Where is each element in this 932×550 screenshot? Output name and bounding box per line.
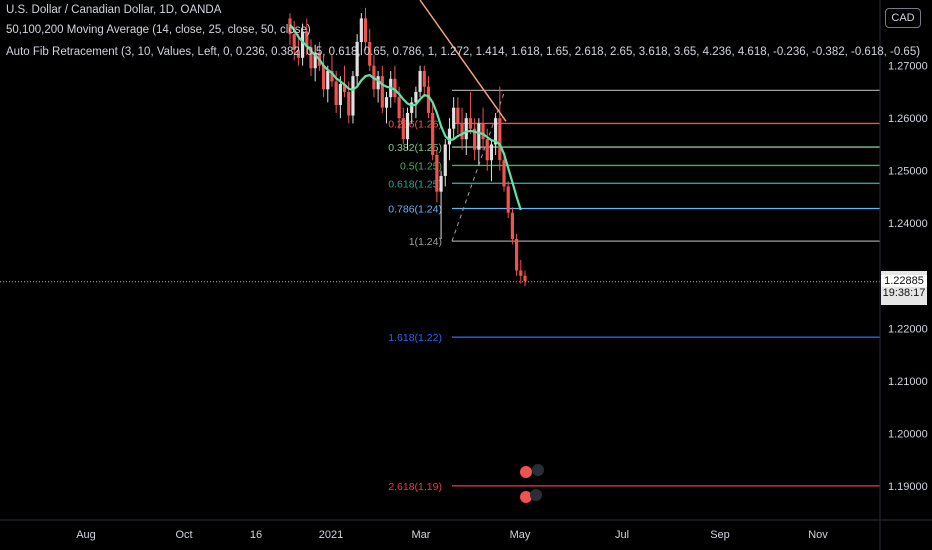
fib-trend-line	[451, 90, 506, 242]
candle-body	[300, 31, 305, 58]
event-marker-icon	[530, 489, 542, 501]
candle-body	[519, 270, 523, 276]
candle-body	[384, 97, 389, 108]
y-tick-label: 1.25000	[888, 166, 928, 178]
y-tick-label: 1.20000	[888, 428, 928, 440]
x-tick-label: Nov	[808, 529, 828, 541]
candle-body	[426, 86, 431, 113]
y-tick-label: 1.27000	[888, 61, 928, 73]
fib-level-label: 1.618(1.22)	[388, 332, 442, 344]
candle-body	[292, 34, 296, 50]
candle-body	[418, 70, 422, 92]
candle-body	[447, 128, 452, 145]
current-price-value: 1.22885	[881, 275, 927, 287]
candle-body	[473, 128, 477, 150]
candle-body	[435, 154, 439, 192]
current-price-label: 1.22885 19:38:17	[881, 271, 927, 305]
candle-body	[330, 70, 334, 82]
candle-body	[468, 118, 473, 129]
candle-body	[393, 78, 397, 98]
event-marker-icon	[520, 491, 532, 503]
candle-body	[342, 84, 347, 92]
y-tick-label: 1.19000	[888, 481, 928, 493]
candle-body	[477, 123, 481, 150]
candle-body	[368, 42, 372, 66]
y-tick-label: 1.22000	[888, 323, 928, 335]
trend-line	[419, 0, 507, 122]
candle-body	[347, 91, 351, 116]
candle-body	[351, 76, 355, 116]
candle-body	[489, 144, 494, 161]
candle-body	[309, 47, 313, 69]
x-tick-label: Mar	[412, 529, 431, 541]
candle-body	[515, 238, 519, 271]
candle-body	[523, 275, 527, 282]
candle-body	[456, 107, 460, 124]
candle-body	[326, 70, 330, 90]
candle-body	[363, 18, 368, 43]
candle-body	[498, 118, 502, 161]
event-marker-icon	[532, 464, 544, 476]
x-tick-label: Sep	[710, 529, 730, 541]
candle-body	[510, 212, 515, 239]
candle-body	[313, 52, 317, 69]
candle-body	[502, 160, 506, 187]
y-tick-label: 1.26000	[888, 113, 928, 125]
fib-level-label: 0.618(1.25)	[388, 178, 442, 190]
candle-body	[410, 102, 414, 113]
fib-level-label: 0.5(1.25)	[400, 160, 442, 172]
x-tick-label: 16	[250, 529, 262, 541]
bar-countdown: 19:38:17	[882, 287, 926, 299]
fib-level-label: 0.786(1.24)	[388, 204, 442, 216]
symbol-legend[interactable]: U.S. Dollar / Canadian Dollar, 1D, OANDA	[6, 4, 222, 16]
fib-level-label: 2.618(1.19)	[388, 481, 442, 493]
candle-body	[460, 123, 464, 140]
candle-body	[334, 81, 338, 106]
x-tick-label: Oct	[175, 529, 192, 541]
x-tick-label: May	[510, 529, 531, 541]
candle-body	[296, 49, 300, 58]
fib-level-label: 1(1.24)	[409, 236, 442, 248]
x-tick-label: Aug	[76, 529, 96, 541]
candle-body	[464, 118, 468, 140]
fib-legend[interactable]: Auto Fib Retracement (3, 10, Values, Lef…	[6, 46, 921, 58]
candle-body	[355, 42, 359, 77]
moving-average-legend[interactable]: 50,100,200 Moving Average (14, close, 25…	[6, 24, 311, 36]
candle-body	[380, 76, 384, 108]
candle-body	[452, 107, 456, 129]
x-tick-label: Jul	[615, 529, 629, 541]
currency-badge[interactable]: CAD	[885, 8, 921, 28]
moving-average-line	[289, 24, 522, 211]
candles	[288, 7, 527, 287]
candle-body	[481, 123, 485, 140]
candle-body	[443, 144, 447, 176]
candle-body	[414, 91, 418, 103]
event-marker-icon	[520, 466, 532, 478]
x-tick-label: 2021	[319, 529, 343, 541]
candle-body	[439, 175, 443, 192]
candle-body	[401, 118, 405, 140]
fib-retracement[interactable]: 0.236(1.26)0.382(1.25)0.5(1.25)0.618(1.2…	[388, 89, 880, 493]
y-tick-label: 1.24000	[888, 218, 928, 230]
candle-body	[376, 76, 380, 90]
candle-body	[359, 18, 363, 43]
candle-body	[405, 112, 410, 140]
overlays	[0, 0, 880, 503]
candle-body	[321, 65, 326, 90]
candle-body	[485, 139, 489, 161]
candle-body	[397, 97, 401, 119]
candle-body	[506, 186, 510, 213]
fib-level-label: 0.382(1.25)	[388, 142, 442, 154]
candle-body	[494, 118, 498, 145]
candle-body	[338, 84, 342, 106]
candle-body	[422, 70, 426, 87]
candle-body	[431, 112, 435, 155]
y-tick-label: 1.21000	[888, 376, 928, 388]
candle-body	[305, 31, 309, 48]
